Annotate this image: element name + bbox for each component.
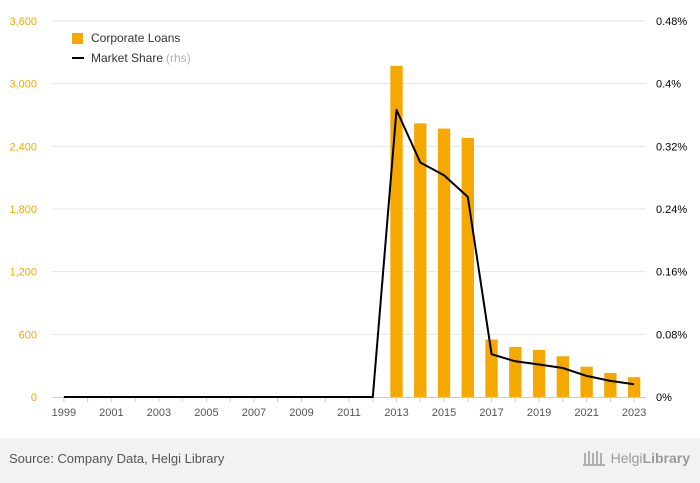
x-tick-label: 2001 xyxy=(99,407,123,419)
x-tick-label: 2023 xyxy=(622,407,646,419)
x-tick-label: 2017 xyxy=(479,407,503,419)
bars xyxy=(390,65,641,398)
legend-label-corporate-loans: Corporate Loans xyxy=(91,31,181,45)
y-tick-label-right: 0.48% xyxy=(656,16,687,28)
grid xyxy=(52,20,646,335)
x-tick-label: 2005 xyxy=(194,407,218,419)
legend-label-market-share: Market Share xyxy=(91,51,164,65)
footer-bar xyxy=(0,438,700,483)
y-tick-label-left: 600 xyxy=(19,329,37,341)
x-tick-label: 2019 xyxy=(527,407,551,419)
bar xyxy=(627,377,641,397)
bar xyxy=(604,372,617,397)
x-tick-label: 2011 xyxy=(337,407,361,419)
bar xyxy=(414,123,427,397)
y-tick-label-left: 3,600 xyxy=(9,16,37,28)
bar xyxy=(580,366,593,397)
x-tick-label: 2007 xyxy=(242,407,266,419)
bar xyxy=(509,346,522,397)
y-tick-label-right: 0.32% xyxy=(656,141,687,153)
legend-bar-swatch xyxy=(72,32,83,44)
brand-logo[interactable]: HelgiLibrary xyxy=(582,449,690,467)
x-axis-labels: 1999 2001 2003 2005 2007 2009 2011 2013 2015 2017… xyxy=(52,407,647,419)
y-tick-label-left: 0 xyxy=(31,392,37,404)
legend-item-market-share[interactable]: Market Share (rhs) xyxy=(72,48,191,68)
y-axis-left: 0 600 1,200 1,800 2,400 3,000 3,600 xyxy=(9,16,37,404)
legend-item-corporate-loans[interactable]: Corporate Loans xyxy=(72,28,191,48)
y-tick-label-left: 2,400 xyxy=(9,141,37,153)
legend: Corporate Loans Market Share (rhs) xyxy=(72,28,191,68)
legend-line-swatch xyxy=(72,57,84,59)
brand-name: HelgiLibrary xyxy=(610,450,690,466)
y-tick-label-left: 1,800 xyxy=(9,204,37,216)
y-tick-label-right: 0.4% xyxy=(656,79,681,91)
y-tick-label-left: 3,000 xyxy=(9,79,37,91)
y-tick-label-left: 1,200 xyxy=(9,267,37,279)
legend-rhs-note: (rhs) xyxy=(166,51,191,65)
bar xyxy=(437,128,451,398)
bar xyxy=(532,350,546,397)
y-tick-label-right: 0.24% xyxy=(656,204,687,216)
y-tick-label-right: 0% xyxy=(656,392,672,404)
y-tick-label-right: 0.16% xyxy=(656,267,687,279)
x-tick-label: 1999 xyxy=(52,407,76,419)
bar xyxy=(461,137,474,397)
market-share-line xyxy=(63,108,635,398)
x-tick-label: 2003 xyxy=(147,407,171,419)
bar xyxy=(485,339,498,397)
line-series xyxy=(63,108,635,398)
x-tick-label: 2009 xyxy=(289,407,313,419)
bar xyxy=(556,356,570,397)
library-columns-icon xyxy=(582,451,605,466)
y-axis-right: 0% 0.08% 0.16% 0.24% 0.32% 0.4% 0.48% xyxy=(656,16,687,404)
source-note: Source: Company Data, Helgi Library xyxy=(9,451,225,466)
x-tick-label: 2015 xyxy=(432,407,456,419)
x-tick-label: 2013 xyxy=(384,407,408,419)
x-tick-label: 2021 xyxy=(574,407,598,419)
y-tick-label-right: 0.08% xyxy=(656,329,687,341)
